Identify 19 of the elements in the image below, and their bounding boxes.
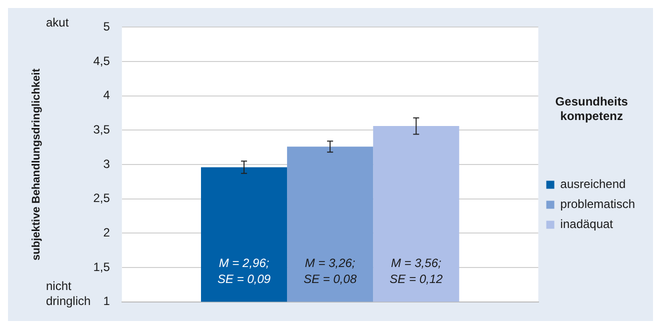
y-tick-label: 1 <box>103 294 110 308</box>
y-tick-label: 3,5 <box>93 122 110 136</box>
y-tick-label: 5 <box>103 20 110 34</box>
y-tick-label: 4 <box>103 88 110 102</box>
legend-label: ausreichend <box>560 177 626 192</box>
y-tick-label: 2,5 <box>93 191 110 206</box>
legend-label: inadäquat <box>560 217 614 232</box>
legend-label: problematisch <box>560 197 635 212</box>
y-axis-title: subjektive Behandlungsdringlichkeit <box>30 68 43 260</box>
y-tick-label: 3 <box>103 156 110 171</box>
y-tick-label: 4,5 <box>93 54 110 68</box>
data-label: M = 3,26; SE = 0,08 <box>304 256 357 286</box>
text: akut <box>46 16 70 30</box>
data-label: M = 2,96; SE = 0,09 <box>218 256 271 286</box>
legend-title: Gesundheits kompetenz <box>555 94 628 124</box>
text: nicht dringlich <box>46 279 91 308</box>
y-tick-label: 2 <box>103 225 110 240</box>
data-label: M = 3,56; SE = 0,12 <box>390 256 443 286</box>
y-tick-label: 1,5 <box>93 260 110 274</box>
